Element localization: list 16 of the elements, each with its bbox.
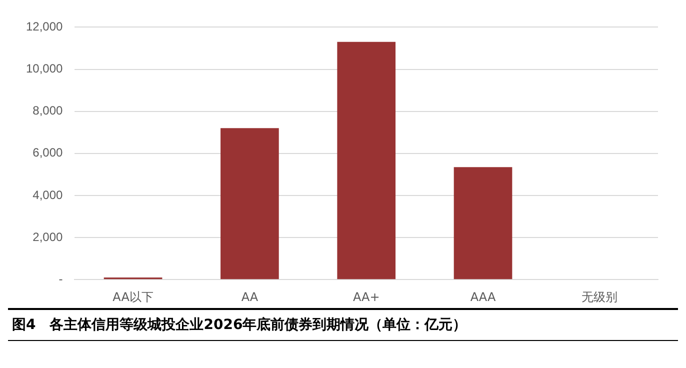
y-tick-label: 10,000	[26, 62, 64, 76]
bar	[220, 128, 279, 280]
x-tick-label: AA以下	[112, 290, 154, 304]
x-tick-label: 无级别	[582, 290, 618, 304]
bar	[337, 42, 396, 280]
x-tick-label: AA+	[352, 290, 380, 304]
y-tick-label: 6,000	[32, 146, 64, 160]
text: 图4 各主体信用等级城投企业2026年底前债券到期情况（单位：亿元）	[8, 308, 678, 341]
y-tick-label: -	[58, 272, 63, 286]
bar	[454, 167, 512, 280]
x-tick-label: AA	[241, 290, 259, 304]
y-tick-label: 12,000	[26, 20, 64, 34]
y-tick-label: 8,000	[32, 104, 64, 118]
y-tick-label: 2,000	[32, 230, 64, 244]
y-tick-label: 4,000	[32, 188, 64, 202]
x-tick-label: AAA	[470, 290, 496, 304]
